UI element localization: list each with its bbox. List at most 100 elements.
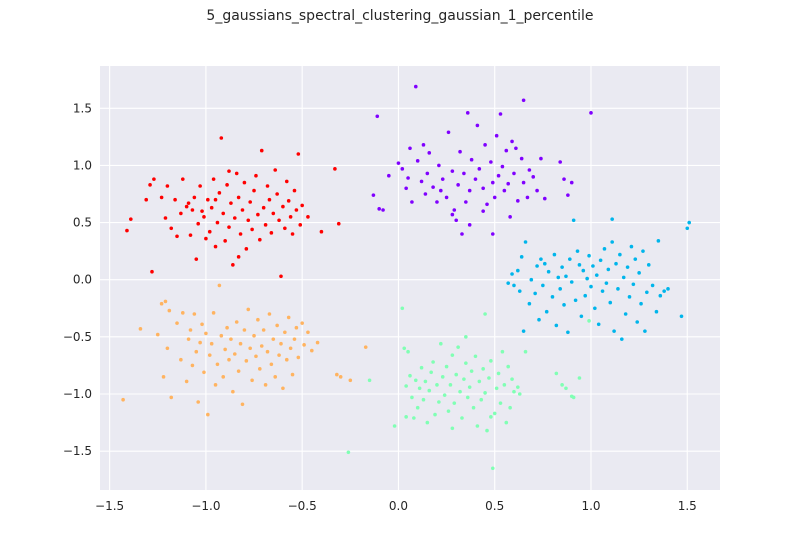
data-point	[587, 319, 591, 323]
data-point	[604, 281, 609, 285]
data-point	[629, 244, 634, 249]
data-point	[381, 208, 385, 212]
data-point	[516, 199, 520, 203]
data-point	[643, 329, 647, 333]
y-tick-label: 1.0	[73, 158, 92, 172]
data-point	[477, 379, 482, 384]
data-point	[248, 346, 252, 351]
data-point	[184, 204, 189, 209]
data-point	[494, 133, 499, 138]
data-point	[196, 400, 200, 404]
data-point	[620, 337, 624, 341]
data-point	[446, 130, 451, 135]
data-point	[238, 341, 243, 346]
data-point	[516, 268, 520, 273]
data-point	[496, 173, 501, 178]
data-point	[265, 349, 270, 354]
data-point	[471, 405, 476, 410]
data-point	[288, 215, 293, 219]
data-point	[294, 325, 299, 330]
data-point	[336, 221, 341, 226]
data-point	[296, 152, 301, 156]
data-point	[281, 204, 285, 209]
data-point	[408, 373, 412, 378]
data-point	[294, 208, 299, 212]
data-point	[410, 395, 414, 400]
data-point	[198, 184, 202, 188]
data-point	[512, 171, 516, 176]
data-point	[192, 312, 197, 316]
data-point	[618, 252, 622, 257]
data-point	[211, 177, 216, 181]
data-point	[687, 220, 691, 225]
data-point	[273, 168, 278, 172]
data-point	[206, 197, 210, 202]
data-point	[577, 263, 582, 267]
data-point	[483, 143, 487, 147]
data-point	[679, 314, 684, 319]
data-point	[240, 402, 245, 407]
cluster-5-points	[506, 217, 691, 341]
data-point	[483, 312, 487, 316]
data-point	[523, 240, 528, 244]
data-point	[413, 378, 418, 383]
data-point	[527, 301, 532, 306]
data-point	[631, 282, 636, 287]
tick-labels: −1.5 −1.0 −0.5 0.0 0.5 1.0 1.5 −1.5 −1.0 −0.5 0.0 0…	[63, 101, 697, 513]
data-point	[639, 301, 643, 306]
data-point	[221, 375, 226, 379]
data-point	[585, 276, 589, 281]
data-point	[261, 328, 266, 332]
data-point	[573, 298, 578, 303]
data-point	[562, 303, 566, 307]
data-point	[406, 349, 410, 354]
data-point	[439, 188, 443, 193]
data-point	[610, 217, 614, 221]
data-point	[621, 275, 626, 280]
data-point	[412, 416, 416, 420]
data-point	[277, 353, 281, 357]
data-point	[435, 383, 439, 387]
data-point	[440, 375, 445, 379]
data-point	[400, 306, 405, 311]
data-point	[252, 188, 256, 193]
data-point	[442, 393, 447, 397]
data-point	[460, 416, 464, 420]
data-point	[527, 168, 532, 172]
data-point	[608, 300, 613, 305]
data-point	[633, 257, 638, 261]
data-point	[207, 229, 212, 234]
data-point	[508, 215, 512, 219]
data-point	[215, 362, 220, 367]
data-point	[542, 261, 547, 266]
data-point	[490, 232, 495, 236]
data-point	[254, 354, 258, 359]
data-point	[206, 412, 210, 417]
data-point	[315, 340, 320, 345]
data-point	[240, 208, 245, 212]
data-point	[200, 209, 204, 213]
data-point	[194, 257, 199, 261]
data-point	[338, 375, 343, 379]
data-point	[167, 308, 172, 313]
data-point	[535, 264, 539, 268]
y-tick-label: 0.0	[73, 273, 92, 287]
data-point	[531, 175, 536, 179]
data-point	[211, 311, 216, 315]
data-point	[569, 180, 574, 185]
data-point	[165, 184, 170, 188]
data-point	[179, 211, 183, 216]
data-point	[175, 321, 179, 325]
data-point	[367, 378, 372, 383]
data-point	[645, 290, 649, 295]
data-point	[475, 123, 480, 128]
data-point	[539, 156, 543, 161]
data-point	[286, 315, 291, 320]
data-point	[310, 348, 314, 353]
data-point	[223, 239, 227, 243]
data-point	[279, 341, 283, 346]
data-point	[200, 322, 204, 327]
data-point	[600, 289, 605, 293]
data-point	[458, 149, 462, 154]
